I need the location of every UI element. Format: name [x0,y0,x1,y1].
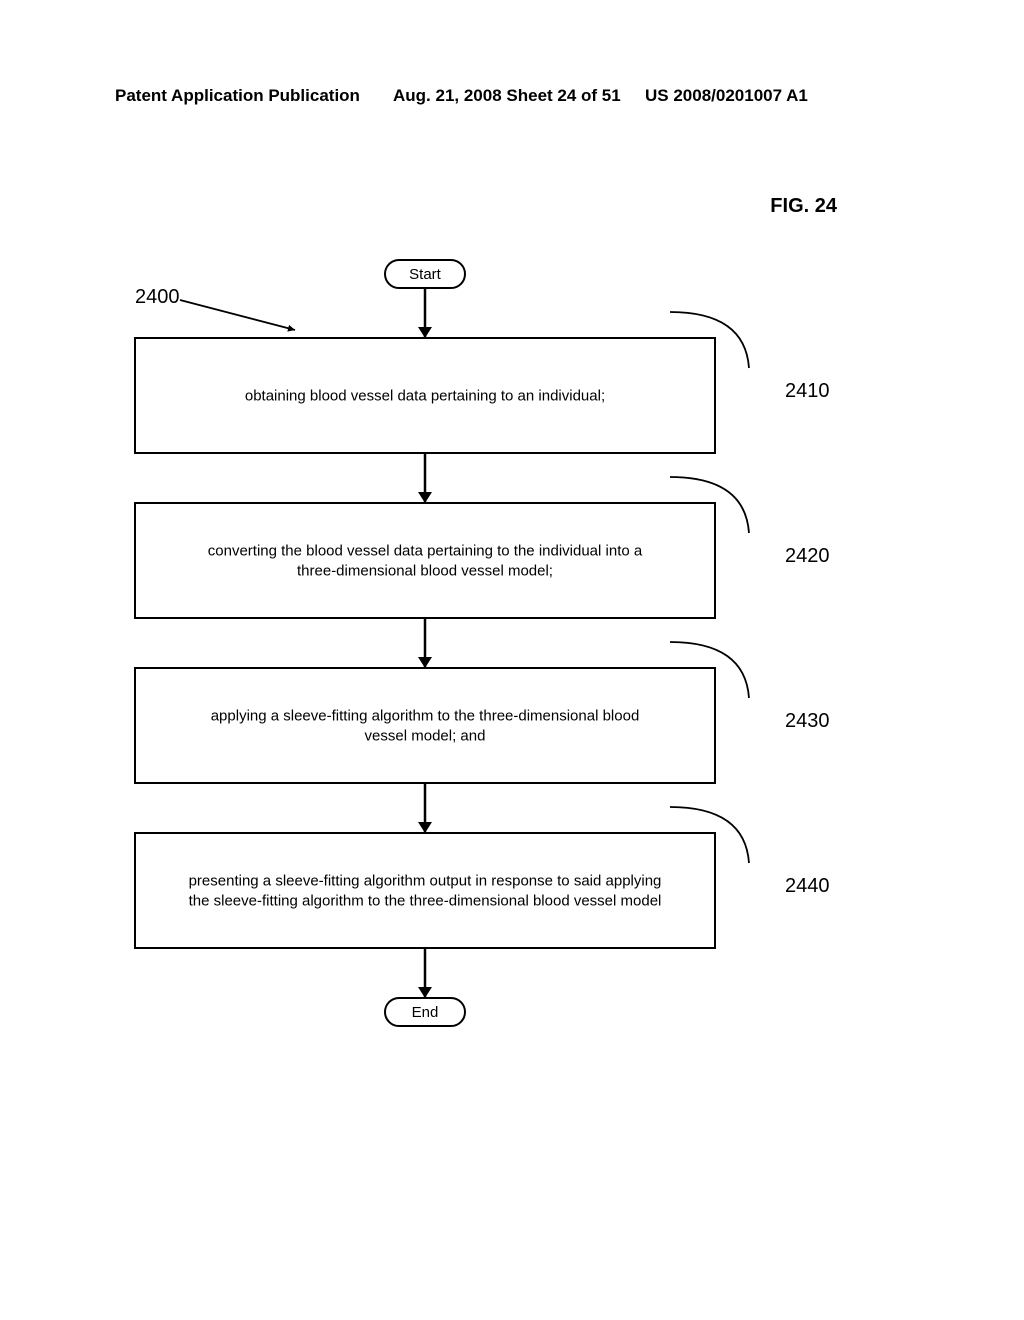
header-mid: Aug. 21, 2008 Sheet 24 of 51 [393,86,621,106]
header-right: US 2008/0201007 A1 [645,86,808,106]
svg-text:presenting a sleeve-fitting al: presenting a sleeve-fitting algorithm ou… [189,873,662,890]
flow-arrow [418,948,432,998]
svg-text:2430: 2430 [785,710,830,732]
flow-arrow [418,453,432,503]
svg-text:End: End [412,1004,439,1021]
svg-text:three-dimensional blood vessel: three-dimensional blood vessel model; [297,563,553,580]
flowchart: Start 2400 obtaining blood vessel data per… [120,245,840,1195]
svg-text:converting the blood vessel da: converting the blood vessel data pertain… [208,543,643,560]
flow-arrow [418,618,432,668]
flow-arrow [418,783,432,833]
svg-text:the sleeve-fitting algorithm t: the sleeve-fitting algorithm to the thre… [189,893,662,910]
step-2440: presenting a sleeve-fitting algorithm ou… [135,833,715,948]
start-terminal: Start [385,260,465,288]
figure-title: FIG. 24 [770,195,837,218]
svg-text:obtaining blood vessel data pe: obtaining blood vessel data pertaining t… [245,388,605,405]
header-left: Patent Application Publication [115,86,360,106]
svg-text:vessel model; and: vessel model; and [365,728,486,745]
page: Patent Application Publication Aug. 21, … [0,0,1024,1320]
step-2410: obtaining blood vessel data pertaining t… [135,338,715,453]
step-2420: converting the blood vessel data pertain… [135,503,715,618]
svg-text:2420: 2420 [785,545,830,567]
flow-arrow [418,288,432,338]
flow-ref-2400: 2400 [135,286,295,332]
step-2430: applying a sleeve-fitting algorithm to t… [135,668,715,783]
end-terminal: End [385,998,465,1026]
svg-text:2440: 2440 [785,875,830,897]
svg-text:2400: 2400 [135,286,180,308]
svg-text:applying a sleeve-fitting algo: applying a sleeve-fitting algorithm to t… [211,708,640,725]
svg-text:2410: 2410 [785,380,830,402]
svg-text:Start: Start [409,266,442,283]
